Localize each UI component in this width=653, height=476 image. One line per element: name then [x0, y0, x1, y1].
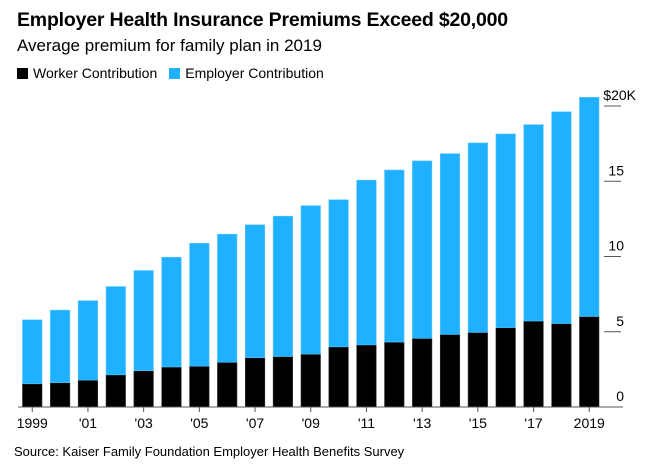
x-tick-label: '09 — [302, 415, 320, 431]
bar-employer-2014 — [439, 153, 461, 335]
x-tick-label: '15 — [469, 415, 487, 431]
source-note: Source: Kaiser Family Foundation Employe… — [14, 444, 405, 459]
y-axis: 0 5 10 15 $20K — [603, 87, 636, 404]
bar-employer-2019 — [579, 97, 600, 317]
y-tick-label: 15 — [608, 162, 624, 178]
bar-worker-2004 — [161, 366, 182, 408]
bar-employer-2003 — [133, 270, 154, 371]
bar-employer-2008 — [272, 215, 293, 357]
legend-label-worker: Worker Contribution — [33, 65, 158, 81]
legend: Worker Contribution Employer Contributio… — [17, 65, 336, 81]
x-tick-label: '11 — [358, 415, 375, 431]
bar-employer-2012 — [384, 169, 405, 343]
bar-worker-2012 — [384, 341, 405, 408]
bar-worker-2018 — [551, 323, 572, 408]
bar-employer-2004 — [161, 256, 182, 368]
legend-label-employer: Employer Contribution — [185, 65, 324, 81]
bar-worker-2005 — [189, 365, 210, 408]
bar-employer-2009 — [300, 205, 321, 355]
legend-swatch-employer — [169, 67, 181, 79]
bar-worker-2003 — [133, 370, 154, 408]
x-tick-label: '05 — [190, 415, 208, 431]
y-tick-label: 0 — [616, 388, 624, 404]
bar-employer-2001 — [77, 300, 98, 381]
x-tick-label: '13 — [413, 415, 431, 431]
bar-worker-2015 — [467, 332, 488, 408]
x-tick-label: 2019 — [574, 415, 605, 431]
bar-worker-2011 — [356, 344, 377, 408]
bar-worker-2017 — [523, 320, 544, 408]
bar-employer-2013 — [412, 160, 433, 339]
chart-subtitle: Average premium for family plan in 2019 — [17, 36, 322, 55]
bar-worker-2013 — [412, 337, 433, 408]
x-tick-label: '17 — [524, 415, 542, 431]
y-tick-label: 10 — [608, 238, 624, 254]
bar-employer-2017 — [523, 124, 544, 322]
x-tick-label: '03 — [135, 415, 153, 431]
bar-worker-2006 — [217, 361, 238, 408]
bar-employer-2011 — [356, 179, 377, 346]
legend-item-employer: Employer Contribution — [169, 65, 324, 81]
bar-employer-2000 — [50, 309, 71, 383]
bar-employer-2006 — [217, 233, 238, 363]
bar-employer-2010 — [328, 199, 349, 348]
bar-worker-2009 — [300, 353, 321, 408]
x-axis: 1999 '01 '03 '05 '07 '09 '11 '13 '15 '17 2019 — [17, 406, 623, 431]
legend-item-worker: Worker Contribution — [17, 65, 157, 81]
bar-employer-2005 — [189, 242, 210, 367]
bar-worker-2001 — [77, 379, 98, 408]
x-tick-label: 1999 — [17, 415, 48, 431]
bar-employer-2007 — [245, 224, 266, 358]
bar-employer-2016 — [495, 133, 516, 328]
bar-worker-2007 — [245, 357, 266, 408]
bar-worker-2016 — [495, 327, 516, 408]
y-tick-label: $20K — [603, 87, 636, 103]
bar-employer-2018 — [551, 111, 572, 324]
bar-worker-2010 — [328, 346, 349, 408]
chart-title: Employer Health Insurance Premiums Excee… — [17, 9, 508, 31]
legend-swatch-worker — [17, 67, 28, 79]
bar-worker-1999 — [22, 383, 43, 408]
bar-worker-2000 — [50, 382, 71, 408]
bar-worker-2008 — [272, 356, 293, 408]
bar-worker-2019 — [579, 316, 600, 408]
bar-employer-1999 — [22, 319, 43, 385]
x-tick-label: '01 — [79, 415, 97, 431]
bar-worker-2002 — [105, 374, 126, 408]
x-tick-label: '07 — [246, 415, 264, 431]
bar-worker-2014 — [439, 334, 461, 408]
bars-group — [22, 97, 600, 408]
y-tick-label: 5 — [616, 313, 624, 329]
bar-employer-2015 — [467, 142, 488, 333]
bar-employer-2002 — [105, 286, 126, 376]
